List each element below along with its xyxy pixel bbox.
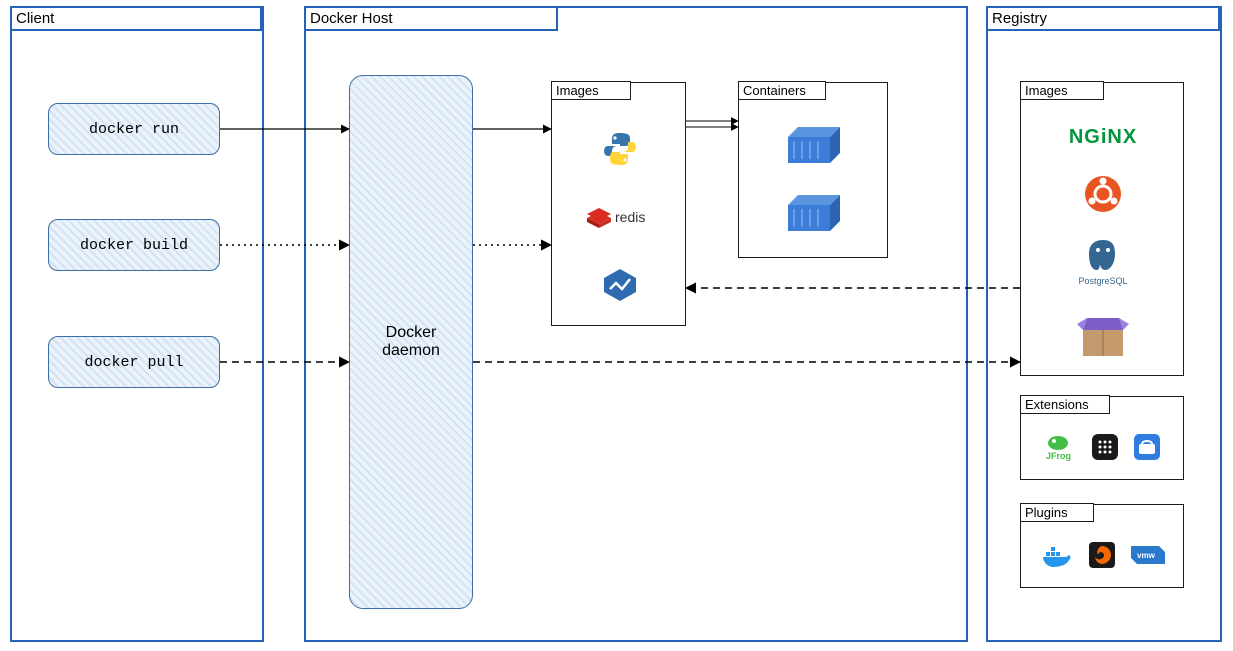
svg-text:JFrog: JFrog bbox=[1046, 451, 1071, 461]
cmd-docker-pull-text: docker pull bbox=[84, 354, 183, 371]
host-containers-box: Containers bbox=[738, 82, 888, 258]
container-icon-2 bbox=[739, 183, 889, 243]
panel-host-title: Docker Host bbox=[304, 6, 558, 31]
registry-images-box: Images NGiNX PostgreSQL bbox=[1020, 82, 1184, 376]
host-containers-title: Containers bbox=[738, 81, 826, 100]
docker-daemon-box: Docker daemon bbox=[349, 75, 473, 609]
host-images-label: Images bbox=[556, 83, 599, 98]
container-icon-1 bbox=[739, 115, 889, 175]
registry-images-title: Images bbox=[1020, 81, 1104, 100]
blue-cloud-icon bbox=[1132, 432, 1162, 467]
cmd-docker-build-text: docker build bbox=[80, 237, 188, 254]
svg-text:vmw: vmw bbox=[1137, 551, 1156, 560]
generic-blue-icon bbox=[552, 257, 687, 313]
cmd-docker-build: docker build bbox=[48, 219, 220, 271]
registry-extensions-title: Extensions bbox=[1020, 395, 1110, 414]
grafana-icon bbox=[1087, 540, 1117, 575]
jfrog-icon: JFrog bbox=[1044, 433, 1078, 466]
python-icon bbox=[552, 121, 687, 177]
panel-host-label: Docker Host bbox=[310, 10, 393, 27]
cmd-docker-run-text: docker run bbox=[89, 121, 179, 138]
postgres-logo: PostgreSQL bbox=[1021, 231, 1185, 291]
docker-daemon-label: Docker daemon bbox=[382, 324, 440, 360]
nginx-logo: NGiNX bbox=[1021, 117, 1185, 157]
plugins-row: vmw bbox=[1021, 535, 1185, 579]
panel-registry-label: Registry bbox=[992, 10, 1047, 27]
registry-plugins-box: Plugins vmw bbox=[1020, 504, 1184, 588]
panel-client: Client bbox=[10, 6, 264, 642]
cmd-docker-run: docker run bbox=[48, 103, 220, 155]
cmd-docker-pull: docker pull bbox=[48, 336, 220, 388]
svg-text:redis: redis bbox=[615, 209, 645, 225]
registry-plugins-label: Plugins bbox=[1025, 505, 1068, 520]
extensions-row: JFrog bbox=[1021, 427, 1185, 471]
panel-client-title: Client bbox=[10, 6, 262, 31]
vmware-icon: vmw bbox=[1129, 542, 1167, 573]
ubuntu-logo bbox=[1021, 169, 1185, 219]
package-box-icon bbox=[1021, 305, 1185, 365]
host-images-title: Images bbox=[551, 81, 631, 100]
registry-extensions-label: Extensions bbox=[1025, 397, 1089, 412]
panel-client-label: Client bbox=[16, 10, 54, 27]
host-containers-label: Containers bbox=[743, 83, 806, 98]
host-images-box: Images redis bbox=[551, 82, 686, 326]
redis-icon: redis bbox=[552, 189, 687, 245]
panel-registry-title: Registry bbox=[986, 6, 1220, 31]
registry-extensions-box: Extensions JFrog bbox=[1020, 396, 1184, 480]
dark-app-icon bbox=[1090, 432, 1120, 467]
docker-whale-icon bbox=[1039, 541, 1075, 574]
registry-plugins-title: Plugins bbox=[1020, 503, 1094, 522]
registry-images-label: Images bbox=[1025, 83, 1068, 98]
